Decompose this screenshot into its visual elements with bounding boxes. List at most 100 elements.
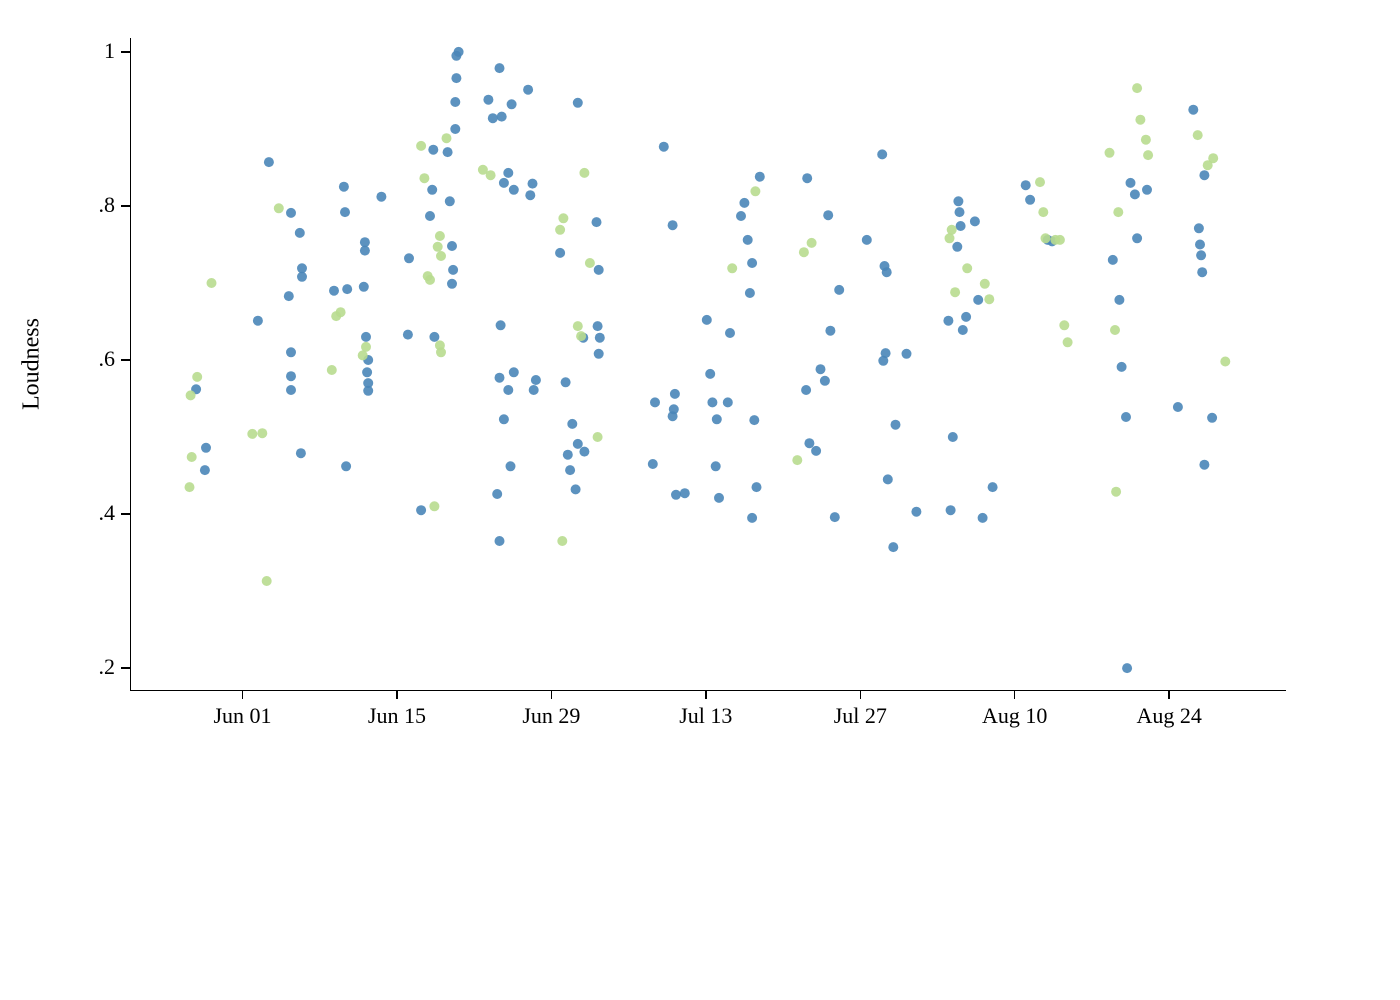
series-blue-point [882,474,893,485]
series-blue-point [494,63,505,74]
series-green-point [1040,233,1051,244]
series-blue-point [1107,254,1118,265]
series-blue-point [1132,233,1143,244]
series-blue-point [747,258,758,268]
series-green-point [592,432,603,442]
series-blue-point [701,314,712,325]
series-blue-point [402,329,413,340]
series-green-point [750,186,761,197]
series-blue-point [679,488,690,499]
series-blue-point [199,465,210,476]
series-green-point [1038,207,1049,218]
series-green-point [1143,150,1154,161]
y-axis-title: Loudness [18,318,45,410]
series-blue-point [954,207,965,218]
series-green-point [727,263,738,274]
series-blue-point [505,461,516,472]
series-blue-point [878,355,889,366]
series-blue-point [739,197,750,208]
series-blue-point [530,375,541,385]
series-blue-point [560,377,571,388]
series-blue-point [527,178,538,189]
series-blue-point [969,216,980,227]
series-blue-point [506,99,517,110]
series-green-point [416,140,427,151]
series-blue-point [667,220,678,231]
series-green-point [798,247,809,258]
series-green-point [1054,234,1065,245]
x-tick-mark [396,690,398,699]
series-blue-point [943,315,954,326]
series-green-point [584,258,595,268]
series-blue-point [1199,170,1210,181]
series-blue-point [901,348,912,359]
x-tick-label: Aug 10 [982,703,1048,728]
series-blue-point [1193,223,1204,234]
series-blue-point [342,284,353,295]
series-blue-point [961,311,972,322]
series-blue-point [528,385,539,395]
series-blue-point [567,418,578,429]
series-blue-point [341,461,352,472]
series-blue-point [593,348,604,359]
series-green-point [436,251,446,261]
series-blue-point [555,247,566,258]
series-blue-point [297,271,307,282]
series-green-point [806,237,817,248]
series-green-point [1202,160,1213,171]
series-blue-point [498,414,509,425]
series-blue-point [825,325,836,336]
series-green-point [944,233,955,244]
series-blue-point [947,432,958,442]
series-blue-point [498,177,509,188]
series-green-point [206,278,217,288]
series-blue-point [754,171,765,182]
series-green-point [1059,320,1070,331]
series-blue-point [363,378,374,389]
y-tick-label: .2 [98,654,116,680]
series-green-point [576,331,587,342]
series-blue-point [447,278,457,289]
series-blue-point [572,438,583,449]
series-blue-point [1020,180,1031,191]
series-blue-point [450,124,461,134]
series-blue-point [801,385,812,395]
series-blue-point [362,367,373,378]
series-blue-point [358,281,369,292]
series-blue-point [593,264,604,275]
y-tick-label: .8 [98,191,116,217]
series-blue-point [508,184,519,195]
series-blue-point [329,285,339,296]
series-blue-point [1195,239,1205,250]
series-blue-point [668,404,679,415]
series-blue-point [450,97,461,107]
series-green-point [572,321,583,332]
series-blue-point [447,241,457,251]
series-blue-point [523,84,534,95]
series-blue-point [671,489,681,500]
series-blue-point [1121,412,1131,422]
series-green-point [357,350,368,361]
series-blue-point [492,489,503,499]
series-green-point [984,294,995,305]
x-tick-mark [705,690,707,699]
series-green-point [185,390,196,401]
series-blue-point [562,449,573,460]
series-green-point [192,371,203,382]
y-tick-label: 1 [104,37,115,63]
series-blue-point [1199,459,1210,470]
x-tick-label: Jun 15 [367,703,426,728]
series-blue-point [425,211,435,221]
series-blue-point [404,253,414,264]
series-blue-point [911,506,922,517]
series-green-point [1135,114,1146,125]
series-blue-point [428,144,439,155]
series-blue-point [815,364,826,375]
series-blue-point [647,459,658,469]
series-blue-point [359,245,370,256]
series-blue-point [444,196,455,207]
series-blue-point [669,388,680,399]
x-tick-label: Jun 29 [522,703,581,728]
series-green-point [247,428,258,439]
series-blue-point [952,241,963,252]
